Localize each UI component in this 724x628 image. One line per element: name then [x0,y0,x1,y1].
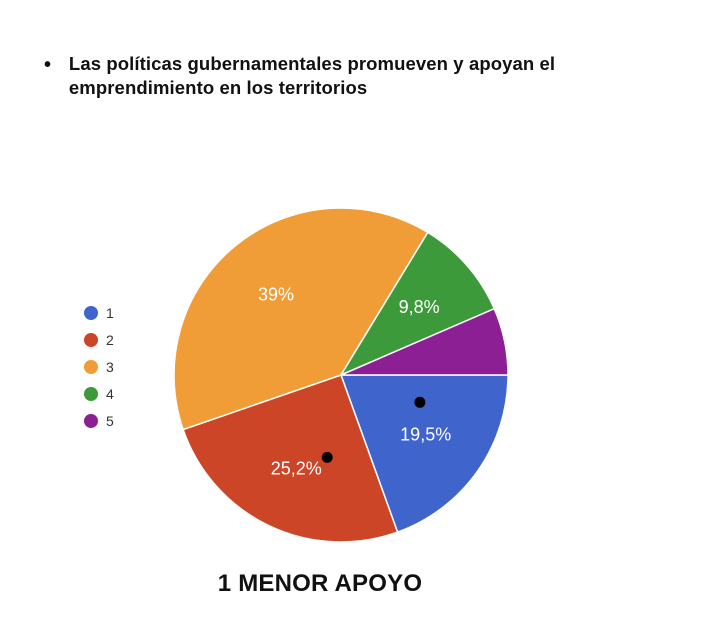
pie-slice-5 [340,307,509,376]
chart-legend: 1 2 3 4 5 [84,305,114,429]
legend-swatch-2 [84,333,98,347]
legend-label-1: 1 [106,305,114,321]
legend-label-3: 3 [106,359,114,375]
marker-dot-1 [414,396,426,408]
pie-slice-4 [339,231,496,377]
pie-data-label-2: 25,2% [271,458,322,478]
legend-swatch-3 [84,360,98,374]
legend-label-2: 2 [106,332,114,348]
legend-swatch-5 [84,414,98,428]
marker-dot-2 [321,451,333,463]
legend-label-4: 4 [106,386,114,402]
pie-data-label-1: 19,5% [400,425,451,445]
pie-data-label-3: 39% [258,284,294,304]
statement-text: Las políticas gubernamentales promueven … [68,53,556,98]
bullet-marker: • [44,54,52,76]
footer-caption: 1 MENOR APOYO [217,570,423,597]
pie-slices [173,207,509,543]
statement-block: • Las políticas gubernamentales promueve… [44,52,684,100]
pie-slice-3 [173,207,429,431]
legend-label-5: 5 [106,413,114,429]
pie-data-label-4: 9,8% [399,297,440,317]
legend-swatch-4 [84,387,98,401]
pie-slice-2 [182,374,399,543]
pie-data-labels: 19,5% 25,2% 39% 9,8% [258,284,451,478]
legend-swatch-1 [84,306,98,320]
pie-slice-1 [339,374,509,534]
pie-markers [321,396,426,463]
